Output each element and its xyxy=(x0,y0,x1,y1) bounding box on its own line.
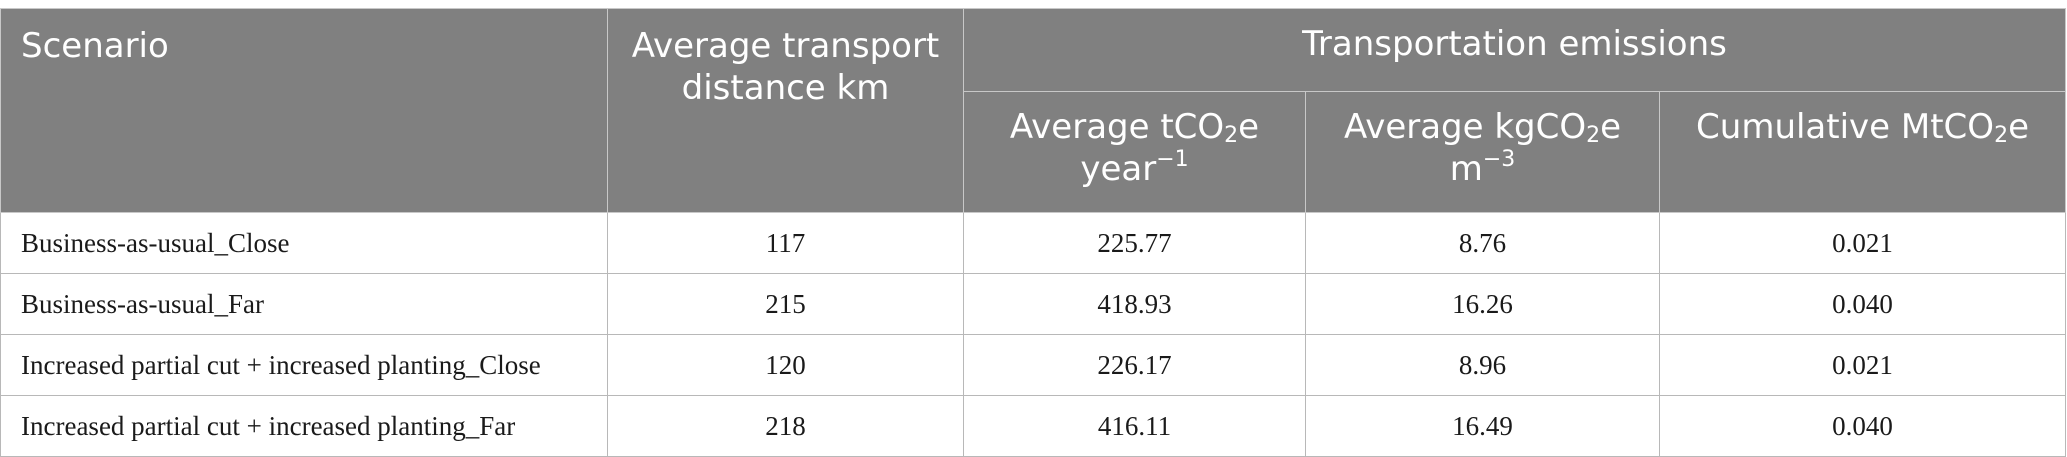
header-kg-part-a: Average kgCO xyxy=(1343,107,1587,147)
header-kg-superscript: −3 xyxy=(1482,147,1516,172)
header-kg-part-b: e xyxy=(1600,107,1622,147)
table-header: Scenario Average transport distance km T… xyxy=(0,8,2067,213)
header-average-kg-per-m3: Average kgCO2e m−3 xyxy=(1305,91,1660,213)
header-kg-line2: m xyxy=(1449,149,1483,189)
header-mt-subscript: 2 xyxy=(1994,123,2009,148)
cumulative-cell: 0.040 xyxy=(1658,273,2067,335)
table-row: Business-as-usual_Close 117 225.77 8.76 … xyxy=(0,212,2067,274)
distance-cell: 215 xyxy=(607,273,964,335)
header-scenario: Scenario xyxy=(0,8,608,213)
table-row: Increased partial cut + increased planti… xyxy=(0,334,2067,396)
scenario-cell: Business-as-usual_Close xyxy=(0,212,608,274)
header-t-line2: year xyxy=(1080,149,1157,189)
header-distance-line1: Average transport xyxy=(631,26,940,66)
cumulative-cell: 0.040 xyxy=(1658,395,2067,457)
header-t-subscript: 2 xyxy=(1224,123,1239,148)
table-body: Business-as-usual_Close 117 225.77 8.76 … xyxy=(0,212,2067,457)
distance-cell: 117 xyxy=(607,212,964,274)
header-distance-line2: distance km xyxy=(681,68,890,108)
distance-cell: 218 xyxy=(607,395,964,457)
kg-per-m3-cell: 8.76 xyxy=(1305,212,1660,274)
t-per-year-cell: 225.77 xyxy=(963,212,1306,274)
header-t-part-b: e xyxy=(1238,107,1260,147)
header-kg-subscript: 2 xyxy=(1586,123,1601,148)
t-per-year-cell: 226.17 xyxy=(963,334,1306,396)
scenario-cell: Increased partial cut + increased planti… xyxy=(0,334,608,396)
header-scenario-label: Scenario xyxy=(21,26,169,66)
scenario-cell: Increased partial cut + increased planti… xyxy=(0,395,608,457)
kg-per-m3-cell: 8.96 xyxy=(1305,334,1660,396)
header-cumulative-mt: Cumulative MtCO2e xyxy=(1658,91,2067,213)
table-row: Increased partial cut + increased planti… xyxy=(0,395,2067,457)
header-mt-part-a: Cumulative MtCO xyxy=(1696,107,1995,147)
emissions-table: Scenario Average transport distance km T… xyxy=(0,8,2067,457)
emissions-table-container: Scenario Average transport distance km T… xyxy=(0,8,2067,457)
header-distance: Average transport distance km xyxy=(607,8,964,213)
header-emissions-group-label: Transportation emissions xyxy=(1302,24,1727,64)
kg-per-m3-cell: 16.49 xyxy=(1305,395,1660,457)
header-t-superscript: −1 xyxy=(1156,147,1189,172)
header-average-t-per-year: Average tCO2e year−1 xyxy=(963,91,1306,213)
header-mt-part-b: e xyxy=(2008,107,2029,147)
header-t-part-a: Average tCO xyxy=(1009,107,1225,147)
cumulative-cell: 0.021 xyxy=(1658,212,2067,274)
distance-cell: 120 xyxy=(607,334,964,396)
kg-per-m3-cell: 16.26 xyxy=(1305,273,1660,335)
t-per-year-cell: 416.11 xyxy=(963,395,1306,457)
t-per-year-cell: 418.93 xyxy=(963,273,1306,335)
scenario-cell: Business-as-usual_Far xyxy=(0,273,608,335)
table-row: Business-as-usual_Far 215 418.93 16.26 0… xyxy=(0,273,2067,335)
header-transportation-emissions: Transportation emissions xyxy=(962,8,2067,92)
cumulative-cell: 0.021 xyxy=(1658,334,2067,396)
